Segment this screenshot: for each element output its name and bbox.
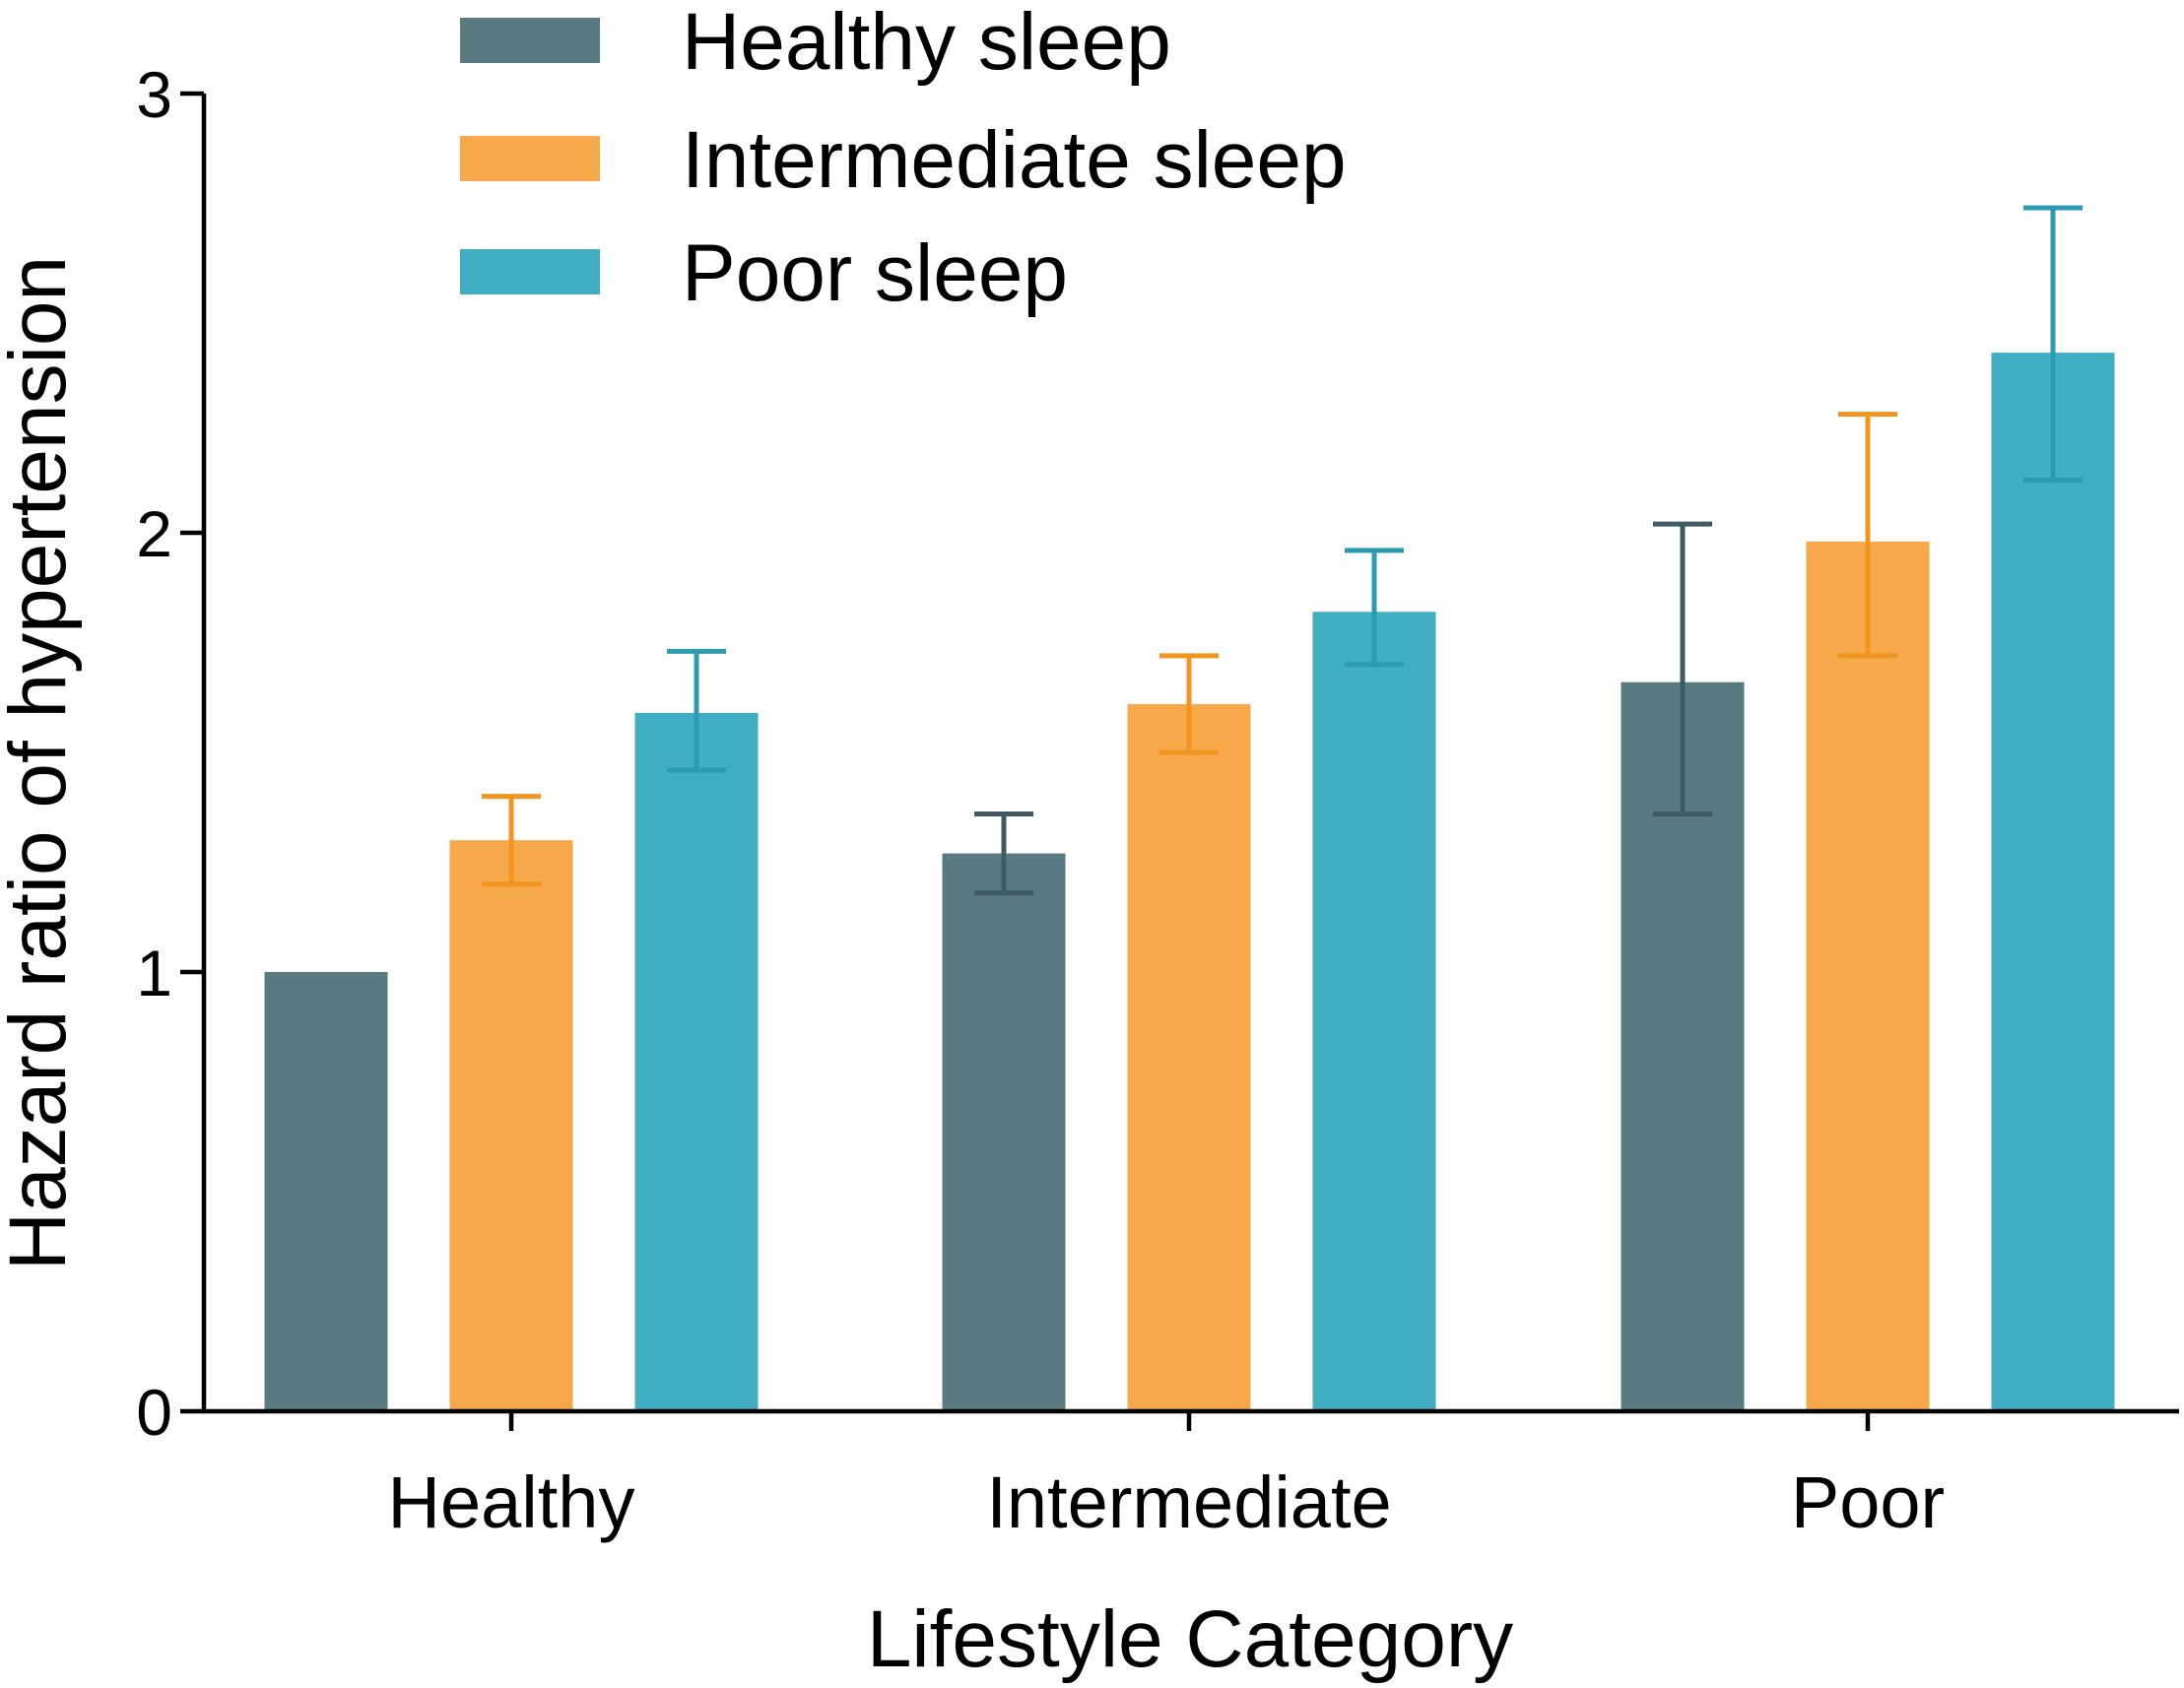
x-tick-label-healthy: Healthy (388, 1461, 635, 1543)
bar-poor-intermediate-sleep (1806, 541, 1930, 1411)
x-tick-label-intermediate: Intermediate (986, 1461, 1391, 1543)
error-bar-poor-intermediate-sleep (1838, 412, 1897, 659)
bars-layer (264, 353, 2115, 1411)
bar-intermediate-poor-sleep (1312, 612, 1436, 1411)
legend-swatch-intermediate-sleep (460, 136, 600, 181)
bar-healthy-poor-sleep (634, 712, 759, 1411)
legend-label-poor-sleep: Poor sleep (682, 228, 1068, 318)
bar-healthy-healthy-sleep (264, 972, 388, 1411)
legend-swatch-poor-sleep (460, 249, 600, 294)
y-tick-label-0: 0 (136, 1376, 172, 1449)
y-tick-label-2: 2 (136, 497, 172, 570)
error-bar-intermediate-healthy-sleep (974, 811, 1033, 896)
legend-label-intermediate-sleep: Intermediate sleep (682, 115, 1347, 205)
error-bar-poor-healthy-sleep (1653, 521, 1712, 816)
x-axis-ticks: Healthy Intermediate Poor (388, 1411, 1945, 1543)
x-axis-title: Lifestyle Category (867, 1594, 1513, 1684)
error-bar-poor-poor-sleep (2023, 205, 2083, 483)
error-bar-intermediate-intermediate-sleep (1159, 653, 1219, 755)
bar-intermediate-healthy-sleep (942, 853, 1066, 1411)
legend-label-healthy-sleep: Healthy sleep (682, 0, 1171, 87)
legend-swatch-healthy-sleep (460, 18, 600, 63)
y-tick-label-3: 3 (136, 58, 172, 131)
error-bar-intermediate-poor-sleep (1345, 548, 1404, 668)
y-tick-label-1: 1 (136, 937, 172, 1009)
error-bar-healthy-poor-sleep (667, 648, 726, 773)
bar-intermediate-intermediate-sleep (1127, 703, 1251, 1411)
error-bar-healthy-intermediate-sleep (482, 794, 541, 887)
x-tick-label-poor: Poor (1791, 1461, 1945, 1543)
legend: Healthy sleep Intermediate sleep Poor sl… (460, 0, 1347, 318)
y-axis-title: Hazard ratio of hypertension (0, 256, 83, 1270)
bar-healthy-intermediate-sleep (449, 840, 573, 1411)
y-axis-ticks: 0 1 2 3 (136, 58, 204, 1449)
error-bars-layer (482, 205, 2083, 896)
bar-poor-poor-sleep (1991, 353, 2115, 1411)
